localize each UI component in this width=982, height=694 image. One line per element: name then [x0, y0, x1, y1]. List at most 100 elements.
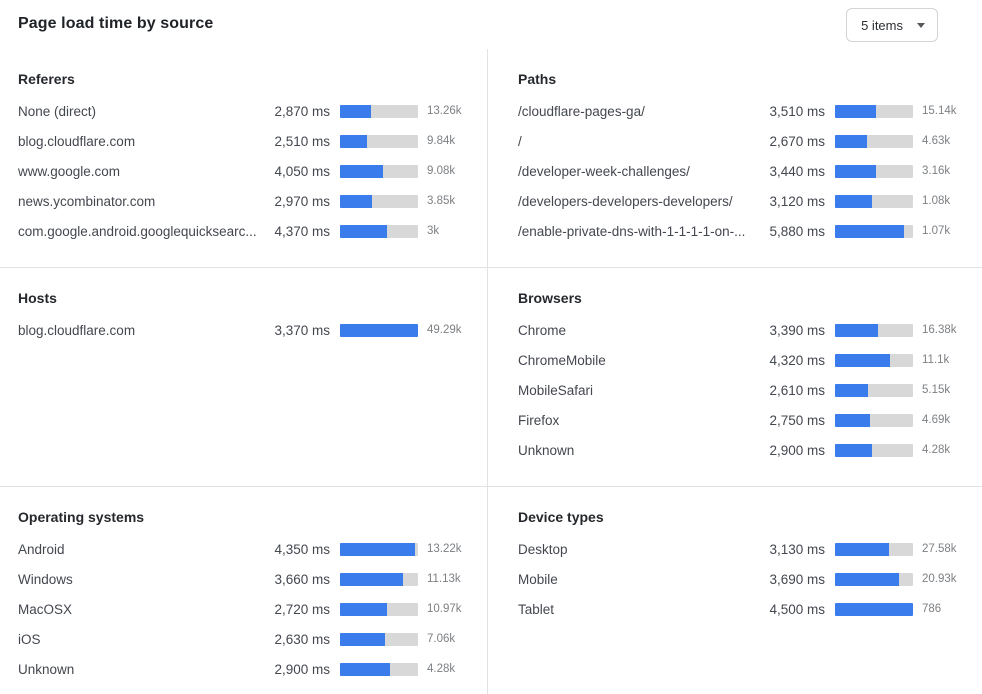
chart-row[interactable]: /developers-developers-developers/ 3,120…	[518, 186, 966, 216]
row-count-value: 3.85k	[427, 195, 456, 207]
row-ms-value: 2,900 ms	[769, 442, 825, 458]
row-count-value: 3.16k	[922, 165, 951, 177]
row-ms-value: 2,510 ms	[274, 133, 330, 149]
panel-rows: Chrome 3,390 ms 16.38k ChromeMobile 4,32…	[518, 315, 966, 465]
row-label: www.google.com	[18, 163, 121, 179]
chart-row[interactable]: Unknown 2,900 ms 4.28k	[518, 435, 966, 465]
chevron-down-icon	[917, 22, 925, 28]
chart-row[interactable]: Windows 3,660 ms 11.13k	[18, 564, 471, 594]
load-time-bar	[340, 632, 418, 646]
chart-row[interactable]: /developer-week-challenges/ 3,440 ms 3.1…	[518, 156, 966, 186]
page-title: Page load time by source	[18, 15, 214, 32]
row-label: blog.cloudflare.com	[18, 133, 136, 149]
row-ms-value: 4,320 ms	[769, 352, 825, 368]
load-time-bar	[835, 323, 913, 337]
chart-row[interactable]: None (direct) 2,870 ms 13.26k	[18, 96, 471, 126]
load-time-bar	[835, 542, 913, 556]
load-time-bar	[340, 572, 418, 586]
source-panels-grid: Referers None (direct) 2,870 ms 13.26k b…	[0, 49, 982, 694]
row-count-value: 13.22k	[427, 543, 462, 555]
row-label: ChromeMobile	[518, 352, 606, 368]
chart-row[interactable]: MobileSafari 2,610 ms 5.15k	[518, 375, 966, 405]
row-ms-value: 2,970 ms	[274, 193, 330, 209]
row-count-value: 9.08k	[427, 165, 456, 177]
row-count-value: 1.08k	[922, 195, 951, 207]
chart-row[interactable]: Firefox 2,750 ms 4.69k	[518, 405, 966, 435]
row-count-value: 4.63k	[922, 135, 951, 147]
chart-row[interactable]: com.google.android.googlequicksearc... 4…	[18, 216, 471, 246]
items-count-dropdown[interactable]: 5 items	[846, 8, 938, 42]
row-count-value: 4.69k	[922, 414, 951, 426]
row-label: Tablet	[518, 601, 555, 617]
panel-title: Device types	[518, 509, 604, 525]
chart-row[interactable]: Chrome 3,390 ms 16.38k	[518, 315, 966, 345]
chart-row[interactable]: MacOSX 2,720 ms 10.97k	[18, 594, 471, 624]
chart-row[interactable]: news.ycombinator.com 2,970 ms 3.85k	[18, 186, 471, 216]
bar-fill	[340, 134, 367, 148]
chart-row[interactable]: iOS 2,630 ms 7.06k	[18, 624, 471, 654]
chart-row[interactable]: Mobile 3,690 ms 20.93k	[518, 564, 966, 594]
bar-fill	[835, 323, 879, 337]
row-count-value: 4.28k	[427, 663, 456, 675]
row-label: blog.cloudflare.com	[18, 322, 136, 338]
chart-row[interactable]: ChromeMobile 4,320 ms 11.1k	[518, 345, 966, 375]
row-ms-value: 2,670 ms	[769, 133, 825, 149]
load-time-bar	[835, 353, 913, 367]
row-count-value: 20.93k	[922, 573, 957, 585]
chart-row[interactable]: blog.cloudflare.com 3,370 ms 49.29k	[18, 315, 471, 345]
chart-row[interactable]: Desktop 3,130 ms 27.58k	[518, 534, 966, 564]
bar-fill	[340, 632, 386, 646]
row-label: /	[518, 133, 522, 149]
row-label: MobileSafari	[518, 382, 594, 398]
row-ms-value: 3,120 ms	[769, 193, 825, 209]
chart-row[interactable]: /cloudflare-pages-ga/ 3,510 ms 15.14k	[518, 96, 966, 126]
load-time-bar	[340, 104, 418, 118]
load-time-bar	[340, 662, 418, 676]
load-time-bar	[835, 194, 913, 208]
row-ms-value: 3,690 ms	[769, 571, 825, 587]
row-count-value: 1.07k	[922, 225, 951, 237]
chart-row[interactable]: /enable-private-dns-with-1-1-1-1-on-... …	[518, 216, 966, 246]
row-label: news.ycombinator.com	[18, 193, 156, 209]
bar-fill	[340, 662, 390, 676]
chart-row[interactable]: blog.cloudflare.com 2,510 ms 9.84k	[18, 126, 471, 156]
row-label: Unknown	[518, 442, 575, 458]
panel-title: Browsers	[518, 290, 582, 306]
load-time-bar	[340, 194, 418, 208]
row-ms-value: 4,350 ms	[274, 541, 330, 557]
row-count-value: 11.13k	[427, 573, 461, 585]
load-time-bar	[835, 602, 913, 616]
row-ms-value: 2,870 ms	[274, 103, 330, 119]
row-ms-value: 3,130 ms	[769, 541, 825, 557]
chart-row[interactable]: www.google.com 4,050 ms 9.08k	[18, 156, 471, 186]
row-count-value: 13.26k	[427, 105, 462, 117]
bar-fill	[835, 413, 871, 427]
row-ms-value: 2,720 ms	[274, 601, 330, 617]
chart-row[interactable]: Tablet 4,500 ms 786	[518, 594, 966, 624]
chart-row[interactable]: Android 4,350 ms 13.22k	[18, 534, 471, 564]
row-count-value: 27.58k	[922, 543, 957, 555]
row-label: /cloudflare-pages-ga/	[518, 103, 645, 119]
chart-row[interactable]: / 2,670 ms 4.63k	[518, 126, 966, 156]
row-ms-value: 3,390 ms	[769, 322, 825, 338]
items-count-value: 5 items	[861, 17, 903, 33]
bar-fill	[340, 602, 387, 616]
row-ms-value: 4,370 ms	[274, 223, 330, 239]
load-time-bar	[340, 542, 418, 556]
bar-fill	[835, 194, 872, 208]
bar-fill	[340, 542, 415, 556]
row-ms-value: 3,370 ms	[274, 322, 330, 338]
row-count-value: 4.28k	[922, 444, 951, 456]
load-time-bar	[340, 134, 418, 148]
load-time-bar	[835, 413, 913, 427]
row-label: /developers-developers-developers/	[518, 193, 733, 209]
panel-title: Referers	[18, 71, 75, 87]
bar-fill	[835, 383, 869, 397]
load-time-bar	[835, 572, 913, 586]
panel-device-types: Device types Desktop 3,130 ms 27.58k Mob…	[487, 486, 982, 694]
chart-row[interactable]: Unknown 2,900 ms 4.28k	[18, 654, 471, 684]
panel-title: Operating systems	[18, 509, 145, 525]
row-label: /developer-week-challenges/	[518, 163, 690, 179]
row-count-value: 786	[922, 603, 942, 615]
row-label: /enable-private-dns-with-1-1-1-1-on-...	[518, 223, 746, 239]
